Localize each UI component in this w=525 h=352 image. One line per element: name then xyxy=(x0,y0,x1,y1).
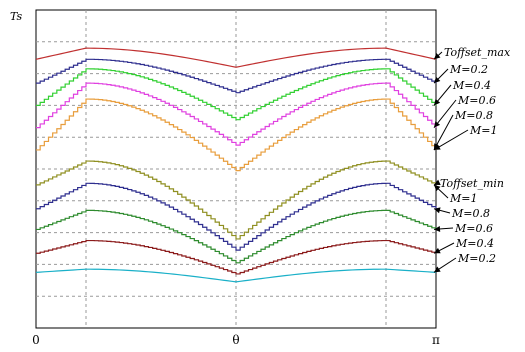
annotation-arrow-5 xyxy=(433,129,469,151)
annotation-label-6: Toffset_min xyxy=(440,177,504,190)
annotation-arrowhead-7 xyxy=(434,184,441,192)
annotation-label-0: Toffset_max xyxy=(444,46,511,59)
x-tick-label-2: π xyxy=(432,333,440,347)
series-group xyxy=(35,47,437,283)
series-line-offmax xyxy=(35,47,437,68)
annotation-arrowhead-1 xyxy=(434,76,441,84)
annotation-label-7: M=1 xyxy=(449,192,477,205)
annotation-label-10: M=0.4 xyxy=(455,237,494,250)
annotation-label-5: M=1 xyxy=(469,124,497,137)
series-line-min08 xyxy=(36,182,437,251)
series-line-min04 xyxy=(36,239,437,275)
annotation-arrowhead-5 xyxy=(434,144,441,150)
y-axis-label: Ts xyxy=(10,10,23,23)
series-line-max08 xyxy=(36,98,437,172)
annotation-arrowhead-3 xyxy=(434,121,441,128)
annotation-label-9: M=0.6 xyxy=(454,222,493,235)
annotation-label-1: M=0.2 xyxy=(449,63,488,76)
annotations: Toffset_max M=0.2 M=0.4 M=0.6 M=0.8 M=1 Toffse… xyxy=(433,46,511,273)
annotation-label-8: M=0.8 xyxy=(451,207,490,220)
annotation-arrowhead-10 xyxy=(434,247,441,254)
series-line-min02 xyxy=(35,268,437,283)
series-line-max06 xyxy=(36,82,437,146)
annotation-arrow-4 xyxy=(433,114,454,151)
x-tick-label-0: 0 xyxy=(32,333,40,347)
annotation-arrowhead-0 xyxy=(434,53,441,60)
annotation-arrowhead-9 xyxy=(434,225,441,232)
x-ticks: 0 θ π xyxy=(32,333,440,347)
series-line-max02 xyxy=(36,58,437,94)
annotation-arrowhead-6 xyxy=(434,179,441,186)
annotation-label-4: M=0.8 xyxy=(454,109,493,122)
series-line-min06 xyxy=(36,209,437,264)
series-line-min1 xyxy=(36,160,437,240)
annotation-arrowhead-2 xyxy=(434,98,441,106)
annotation-label-2: M=0.4 xyxy=(452,79,491,92)
annotation-label-11: M=0.2 xyxy=(457,252,496,265)
annotation-arrowhead-11 xyxy=(434,266,441,273)
x-tick-label-1: θ xyxy=(232,333,239,347)
annotation-arrowhead-8 xyxy=(434,207,441,214)
series-line-max04 xyxy=(36,68,437,121)
annotation-label-3: M=0.6 xyxy=(457,94,496,107)
